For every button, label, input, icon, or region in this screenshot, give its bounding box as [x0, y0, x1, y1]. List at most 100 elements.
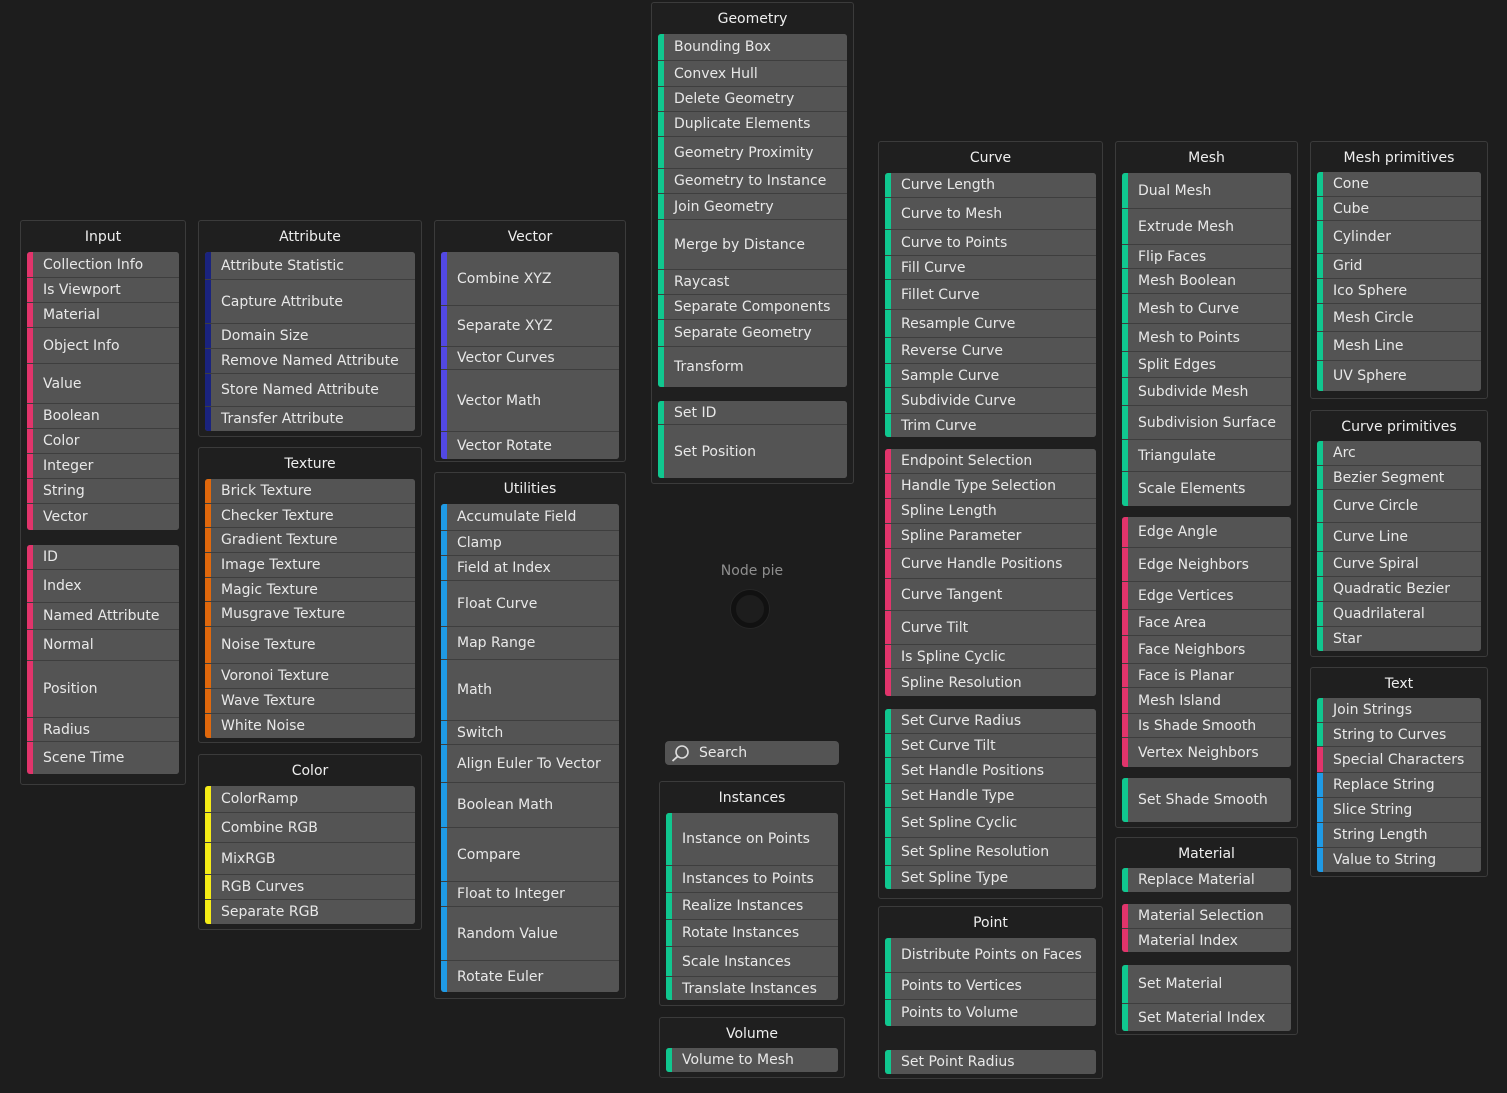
node-item-set-material[interactable]: Set Material: [1122, 965, 1291, 1003]
node-item-id[interactable]: ID: [27, 545, 179, 569]
node-item-reverse-curve[interactable]: Reverse Curve: [885, 337, 1096, 363]
node-item-vector-curves[interactable]: Vector Curves: [441, 346, 619, 369]
node-item-is-shade-smooth[interactable]: Is Shade Smooth: [1122, 713, 1291, 737]
node-item-replace-string[interactable]: Replace String: [1317, 772, 1481, 797]
node-item-resample-curve[interactable]: Resample Curve: [885, 309, 1096, 337]
node-item-scale-instances[interactable]: Scale Instances: [666, 946, 838, 976]
node-item-set-id[interactable]: Set ID: [658, 401, 847, 424]
node-item-geometry-proximity[interactable]: Geometry Proximity: [658, 136, 847, 168]
node-item-clamp[interactable]: Clamp: [441, 530, 619, 555]
node-item-replace-material[interactable]: Replace Material: [1122, 868, 1291, 892]
node-item-curve-to-mesh[interactable]: Curve to Mesh: [885, 197, 1096, 229]
node-item-string[interactable]: String: [27, 478, 179, 503]
node-item-curve-spiral[interactable]: Curve Spiral: [1317, 551, 1481, 576]
node-item-curve-length[interactable]: Curve Length: [885, 173, 1096, 197]
node-item-points-to-vertices[interactable]: Points to Vertices: [885, 972, 1096, 999]
node-item-colorramp[interactable]: ColorRamp: [205, 786, 415, 812]
node-item-random-value[interactable]: Random Value: [441, 906, 619, 960]
node-item-collection-info[interactable]: Collection Info: [27, 252, 179, 277]
node-item-checker-texture[interactable]: Checker Texture: [205, 503, 415, 527]
node-item-join-strings[interactable]: Join Strings: [1317, 698, 1481, 722]
node-item-gradient-texture[interactable]: Gradient Texture: [205, 527, 415, 552]
node-item-string-to-curves[interactable]: String to Curves: [1317, 722, 1481, 746]
node-item-merge-by-distance[interactable]: Merge by Distance: [658, 219, 847, 269]
node-item-store-named-attribute[interactable]: Store Named Attribute: [205, 373, 415, 406]
node-item-normal[interactable]: Normal: [27, 629, 179, 660]
node-item-rotate-instances[interactable]: Rotate Instances: [666, 919, 838, 946]
node-item-geometry-to-instance[interactable]: Geometry to Instance: [658, 168, 847, 193]
node-item-separate-rgb[interactable]: Separate RGB: [205, 899, 415, 924]
node-item-convex-hull[interactable]: Convex Hull: [658, 60, 847, 86]
node-item-face-is-planar[interactable]: Face is Planar: [1122, 663, 1291, 687]
node-item-set-curve-radius[interactable]: Set Curve Radius: [885, 709, 1096, 733]
node-item-set-handle-type[interactable]: Set Handle Type: [885, 783, 1096, 807]
node-item-trim-curve[interactable]: Trim Curve: [885, 413, 1096, 437]
node-item-float-to-integer[interactable]: Float to Integer: [441, 881, 619, 906]
node-item-endpoint-selection[interactable]: Endpoint Selection: [885, 449, 1096, 473]
node-item-scene-time[interactable]: Scene Time: [27, 741, 179, 774]
node-item-math[interactable]: Math: [441, 659, 619, 720]
node-item-dual-mesh[interactable]: Dual Mesh: [1122, 173, 1291, 208]
node-item-arc[interactable]: Arc: [1317, 441, 1481, 465]
node-item-value-to-string[interactable]: Value to String: [1317, 847, 1481, 872]
node-item-brick-texture[interactable]: Brick Texture: [205, 479, 415, 503]
node-item-capture-attribute[interactable]: Capture Attribute: [205, 279, 415, 323]
node-item-split-edges[interactable]: Split Edges: [1122, 351, 1291, 377]
node-item-fill-curve[interactable]: Fill Curve: [885, 255, 1096, 279]
node-item-mesh-to-curve[interactable]: Mesh to Curve: [1122, 293, 1291, 323]
node-item-edge-angle[interactable]: Edge Angle: [1122, 517, 1291, 547]
node-item-rgb-curves[interactable]: RGB Curves: [205, 874, 415, 899]
node-item-set-spline-resolution[interactable]: Set Spline Resolution: [885, 837, 1096, 865]
node-item-subdivide-mesh[interactable]: Subdivide Mesh: [1122, 377, 1291, 405]
node-item-scale-elements[interactable]: Scale Elements: [1122, 471, 1291, 506]
node-item-delete-geometry[interactable]: Delete Geometry: [658, 86, 847, 111]
node-item-value[interactable]: Value: [27, 363, 179, 403]
search-field[interactable]: Search: [665, 741, 839, 765]
node-item-set-point-radius[interactable]: Set Point Radius: [885, 1050, 1096, 1074]
node-item-instances-to-points[interactable]: Instances to Points: [666, 865, 838, 892]
node-item-subdivision-surface[interactable]: Subdivision Surface: [1122, 405, 1291, 439]
node-item-material-selection[interactable]: Material Selection: [1122, 904, 1291, 928]
node-item-quadrilateral[interactable]: Quadrilateral: [1317, 601, 1481, 626]
node-item-face-area[interactable]: Face Area: [1122, 609, 1291, 635]
node-item-voronoi-texture[interactable]: Voronoi Texture: [205, 663, 415, 688]
node-item-map-range[interactable]: Map Range: [441, 626, 619, 659]
node-item-face-neighbors[interactable]: Face Neighbors: [1122, 635, 1291, 663]
node-item-edge-vertices[interactable]: Edge Vertices: [1122, 581, 1291, 609]
node-item-curve-line[interactable]: Curve Line: [1317, 522, 1481, 551]
node-item-transfer-attribute[interactable]: Transfer Attribute: [205, 406, 415, 431]
node-item-radius[interactable]: Radius: [27, 717, 179, 741]
node-item-duplicate-elements[interactable]: Duplicate Elements: [658, 111, 847, 136]
node-item-separate-xyz[interactable]: Separate XYZ: [441, 305, 619, 346]
node-item-translate-instances[interactable]: Translate Instances: [666, 976, 838, 1000]
node-item-transform[interactable]: Transform: [658, 346, 847, 387]
node-item-integer[interactable]: Integer: [27, 453, 179, 478]
node-item-field-at-index[interactable]: Field at Index: [441, 555, 619, 580]
node-item-mesh-to-points[interactable]: Mesh to Points: [1122, 323, 1291, 351]
node-item-bounding-box[interactable]: Bounding Box: [658, 34, 847, 60]
node-item-magic-texture[interactable]: Magic Texture: [205, 577, 415, 601]
node-item-subdivide-curve[interactable]: Subdivide Curve: [885, 387, 1096, 413]
node-item-is-spline-cyclic[interactable]: Is Spline Cyclic: [885, 644, 1096, 668]
node-item-mesh-circle[interactable]: Mesh Circle: [1317, 303, 1481, 331]
node-item-flip-faces[interactable]: Flip Faces: [1122, 244, 1291, 268]
node-item-noise-texture[interactable]: Noise Texture: [205, 626, 415, 663]
node-item-mesh-boolean[interactable]: Mesh Boolean: [1122, 268, 1291, 293]
node-item-image-texture[interactable]: Image Texture: [205, 552, 415, 577]
node-item-named-attribute[interactable]: Named Attribute: [27, 602, 179, 629]
node-item-curve-handle-positions[interactable]: Curve Handle Positions: [885, 548, 1096, 578]
node-item-position[interactable]: Position: [27, 660, 179, 717]
node-item-align-euler-to-vector[interactable]: Align Euler To Vector: [441, 744, 619, 782]
node-item-wave-texture[interactable]: Wave Texture: [205, 688, 415, 713]
node-item-curve-tilt[interactable]: Curve Tilt: [885, 610, 1096, 644]
node-item-combine-xyz[interactable]: Combine XYZ: [441, 252, 619, 305]
node-item-domain-size[interactable]: Domain Size: [205, 323, 415, 348]
node-item-volume-to-mesh[interactable]: Volume to Mesh: [666, 1048, 838, 1072]
node-item-object-info[interactable]: Object Info: [27, 327, 179, 363]
node-item-set-spline-cyclic[interactable]: Set Spline Cyclic: [885, 807, 1096, 837]
node-item-white-noise[interactable]: White Noise: [205, 713, 415, 738]
node-item-extrude-mesh[interactable]: Extrude Mesh: [1122, 208, 1291, 244]
node-item-spline-parameter[interactable]: Spline Parameter: [885, 523, 1096, 548]
node-item-fillet-curve[interactable]: Fillet Curve: [885, 279, 1096, 309]
node-item-handle-type-selection[interactable]: Handle Type Selection: [885, 473, 1096, 498]
